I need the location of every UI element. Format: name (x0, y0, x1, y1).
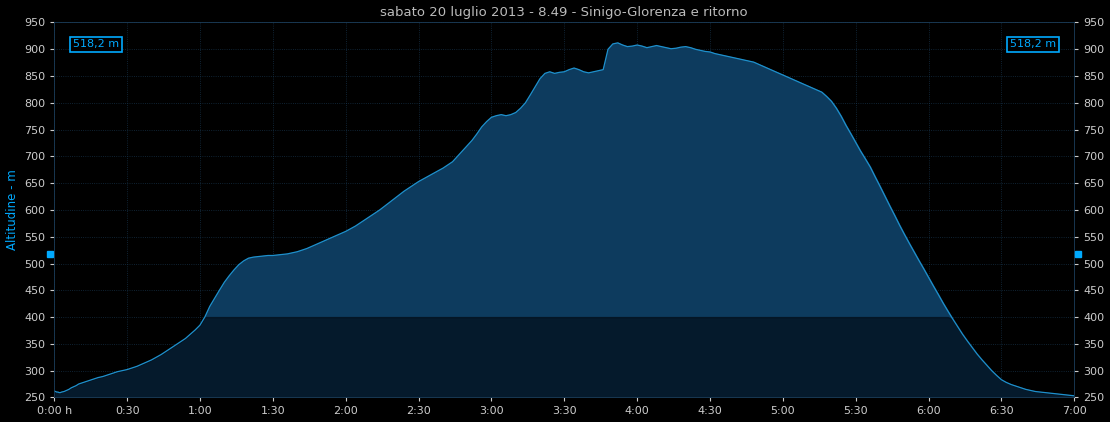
Text: 518,2 m: 518,2 m (72, 39, 119, 49)
Y-axis label: Altitudine - m: Altitudine - m (6, 170, 19, 250)
Text: 518,2 m: 518,2 m (1010, 39, 1056, 49)
Title: sabato 20 luglio 2013 - 8.49 - Sinigo-Glorenza e ritorno: sabato 20 luglio 2013 - 8.49 - Sinigo-Gl… (381, 5, 748, 19)
